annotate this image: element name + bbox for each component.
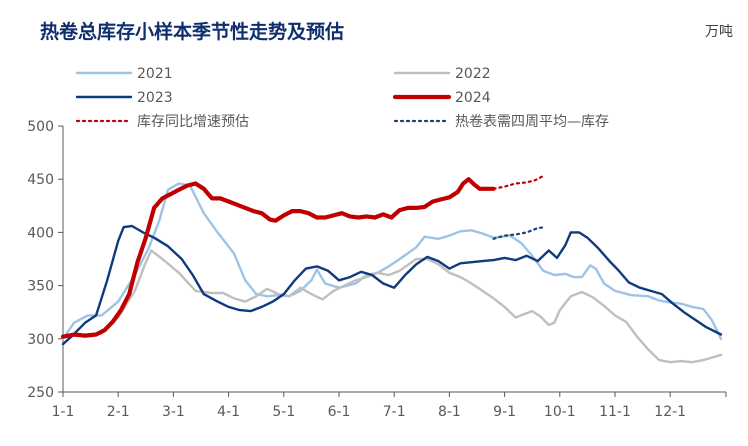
legend-label-2021: 2021 <box>137 66 173 82</box>
series-line-2024 <box>60 177 496 339</box>
legend-label-热卷表需四周平均—库存: 热卷表需四周平均—库存 <box>455 114 609 130</box>
unit-label: 万吨 <box>705 24 733 40</box>
x-axis: 1-1 2-1 3-1 4-1 5-1 6-1 7-1 8-1 9-1 10-1 11-1 12-1 <box>52 391 727 420</box>
x-tick-label: 8-1 <box>438 404 461 420</box>
y-tick-label: 350 <box>27 279 54 295</box>
x-tick-label: 6-1 <box>328 404 351 420</box>
legend-label-2023: 2023 <box>137 90 173 106</box>
series-layer <box>60 174 723 364</box>
legend-label-库存同比增速预估: 库存同比增速预估 <box>137 114 249 130</box>
x-tick-label: 9-1 <box>493 404 516 420</box>
series-line-热卷表需四周平均—库存 <box>492 226 548 240</box>
y-tick-label: 300 <box>27 332 54 348</box>
legend-label-2022: 2022 <box>455 66 491 82</box>
y-tick-label: 250 <box>27 385 54 401</box>
x-tick-label: 1-1 <box>52 404 75 420</box>
chart-title: 热卷总库存小样本季节性走势及预估 <box>40 20 344 43</box>
x-tick-label: 2-1 <box>107 404 130 420</box>
x-tick-label: 11-1 <box>599 404 631 420</box>
x-tick-label: 3-1 <box>162 404 185 420</box>
x-tick-label: 12-1 <box>654 404 686 420</box>
x-tick-label: 5-1 <box>272 404 295 420</box>
y-axis: 250 300 350 400 450 500 <box>27 119 64 401</box>
y-tick-label: 400 <box>27 225 54 241</box>
x-tick-label: 7-1 <box>383 404 406 420</box>
series-line-库存同比增速预估 <box>492 174 545 190</box>
x-tick-label: 10-1 <box>544 404 576 420</box>
legend: 2021 2022 2023 2024 库存同比增速预估 热卷表需四周平均—库存 <box>75 66 609 130</box>
series-line-2021 <box>61 182 723 340</box>
series-line-2022 <box>61 249 723 364</box>
y-tick-label: 450 <box>27 172 54 188</box>
legend-label-2024: 2024 <box>455 90 491 106</box>
y-tick-label: 500 <box>27 119 54 135</box>
x-tick-label: 4-1 <box>217 404 240 420</box>
series-line-2023 <box>61 224 723 346</box>
